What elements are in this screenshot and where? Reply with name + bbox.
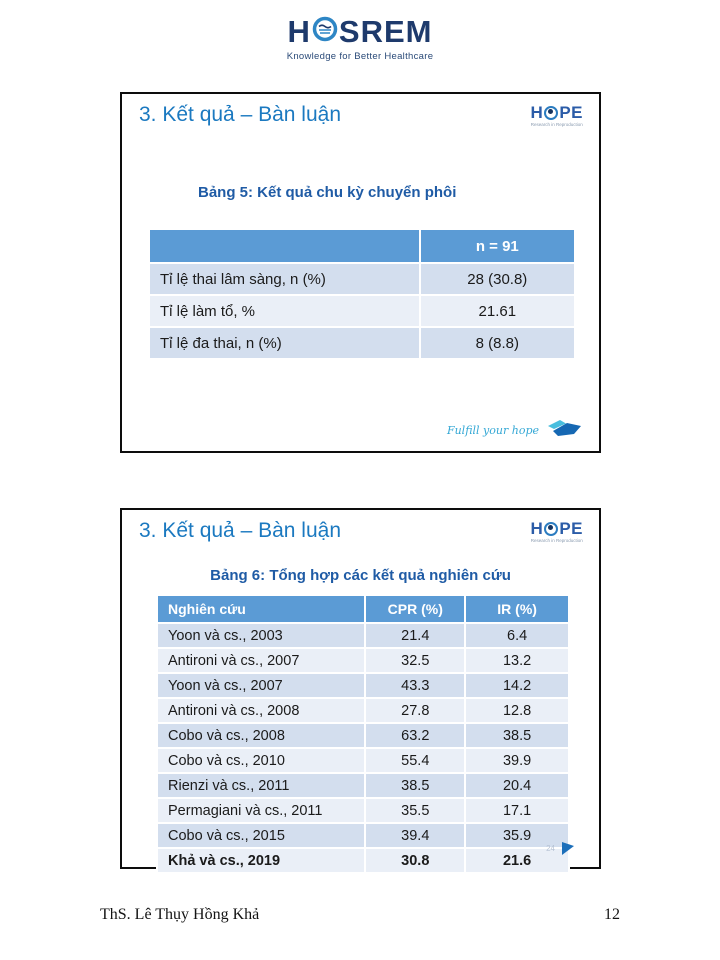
table-row: Antironi và cs., 2008 27.8 12.8 xyxy=(155,697,570,724)
table-cell: 43.3 xyxy=(364,672,467,699)
table-row: Rienzi và cs., 2011 38.5 20.4 xyxy=(155,772,570,799)
table-cell: 39.9 xyxy=(464,747,570,774)
table5-caption: Bảng 5: Kết quả chu kỳ chuyển phôi xyxy=(198,184,457,201)
slide2-title: 3. Kết quả – Bàn luận xyxy=(139,519,341,542)
table-row: Khả và cs., 2019 30.8 21.6 xyxy=(155,847,570,874)
table-cell: 35.5 xyxy=(364,797,467,824)
table-cell: 6.4 xyxy=(464,622,570,649)
table-row: Cobo và cs., 2008 63.2 38.5 xyxy=(155,722,570,749)
hope-subtext: Research in Reproduction xyxy=(530,538,583,543)
table-row: Tỉ lệ làm tổ, % 21.61 xyxy=(148,294,577,328)
table-cell: Yoon và cs., 2007 xyxy=(155,672,367,699)
hope-subtext: Research in Reproduction xyxy=(530,122,583,127)
slide1-title: 3. Kết quả – Bàn luận xyxy=(139,103,341,126)
table-cell: Rienzi và cs., 2011 xyxy=(155,772,367,799)
hosrem-letter-h: H xyxy=(287,14,311,49)
table-cell: Tỉ lệ đa thai, n (%) xyxy=(148,326,421,360)
table-cell: 21.61 xyxy=(418,294,577,328)
fulfill-text: Fulfill your hope xyxy=(446,424,539,437)
table-cell: 8 (8.8) xyxy=(418,326,577,360)
table-cell: Cobo và cs., 2008 xyxy=(155,722,367,749)
page-footer: ThS. Lê Thụy Hồng Khả 12 xyxy=(100,906,620,924)
table-cell: Antironi và cs., 2007 xyxy=(155,647,367,674)
table-cell: Tỉ lệ thai lâm sàng, n (%) xyxy=(148,262,421,296)
table-row: Cobo và cs., 2010 55.4 39.9 xyxy=(155,747,570,774)
table-cell: Cobo và cs., 2015 xyxy=(155,822,367,849)
table-cell: 27.8 xyxy=(364,697,467,724)
table-cell: Permagiani và cs., 2011 xyxy=(155,797,367,824)
table-row: Tỉ lệ đa thai, n (%) 8 (8.8) xyxy=(148,326,577,360)
table-cell: 21.6 xyxy=(464,847,570,874)
column-header xyxy=(148,228,421,264)
table-cell: Yoon và cs., 2003 xyxy=(155,622,367,649)
hosrem-logo: H SREM Knowledge for Better Healthcare xyxy=(0,16,720,62)
table-cell: 13.2 xyxy=(464,647,570,674)
column-header: n = 91 xyxy=(418,228,577,264)
slide-1: 3. Kết quả – Bàn luận H PE Research in R… xyxy=(120,92,601,453)
table-row: Permagiani và cs., 2011 35.5 17.1 xyxy=(155,797,570,824)
table-row: Cobo và cs., 2015 39.4 35.9 xyxy=(155,822,570,849)
hope-logo-text: H PE xyxy=(531,104,583,121)
table-row: Tỉ lệ thai lâm sàng, n (%) 28 (30.8) xyxy=(148,262,577,296)
table-cell: 21.4 xyxy=(364,622,467,649)
table-header-row: Nghiên cứu CPR (%) IR (%) xyxy=(155,594,570,624)
table-cell: 28 (30.8) xyxy=(418,262,577,296)
fulfill-tagline: Fulfill your hope xyxy=(447,418,583,443)
table-cell: 32.5 xyxy=(364,647,467,674)
hosrem-logo-text: H SREM xyxy=(0,16,720,47)
hope-letter-h: H xyxy=(530,519,544,538)
hope-letter-h: H xyxy=(530,103,544,122)
table-cell: Cobo và cs., 2010 xyxy=(155,747,367,774)
table-cell: 12.8 xyxy=(464,697,570,724)
hope-logo: H PE Research in Reproduction xyxy=(531,104,583,128)
column-header: IR (%) xyxy=(464,594,570,624)
table6-caption: Bảng 6: Tổng hợp các kết quả nghiên cứu xyxy=(210,567,511,584)
table-cell: Antironi và cs., 2008 xyxy=(155,697,367,724)
table-6: Nghiên cứu CPR (%) IR (%) Yoon và cs., 2003… xyxy=(155,594,570,874)
hope-globe-icon xyxy=(544,105,559,120)
table-cell: 38.5 xyxy=(464,722,570,749)
table-cell: 17.1 xyxy=(464,797,570,824)
table-header-row: n = 91 xyxy=(148,228,577,264)
footer-author: ThS. Lê Thụy Hồng Khả xyxy=(100,906,260,923)
table-cell: 38.5 xyxy=(364,772,467,799)
table-row: Antironi và cs., 2007 32.5 13.2 xyxy=(155,647,570,674)
footer-page-number: 12 xyxy=(604,906,620,923)
table-cell: 55.4 xyxy=(364,747,467,774)
table-row: Yoon và cs., 2003 21.4 6.4 xyxy=(155,622,570,649)
table-cell: 20.4 xyxy=(464,772,570,799)
hope-globe-icon xyxy=(544,521,559,536)
hope-logo: H PE Research in Reproduction xyxy=(531,520,583,544)
hosrem-letters-srem: SREM xyxy=(338,14,433,49)
table-cell: 14.2 xyxy=(464,672,570,699)
hosrem-tagline: Knowledge for Better Healthcare xyxy=(286,51,434,62)
hope-logo-text: H PE xyxy=(531,520,583,537)
table-cell: Tỉ lệ làm tổ, % xyxy=(148,294,421,328)
table-5: n = 91 Tỉ lệ thai lâm sàng, n (%) 28 (30.8… xyxy=(148,228,577,360)
column-header: Nghiên cứu xyxy=(155,594,367,624)
hope-letters-pe: PE xyxy=(559,519,583,538)
table-cell: 63.2 xyxy=(364,722,467,749)
hope-letters-pe: PE xyxy=(559,103,583,122)
hosrem-globe-icon xyxy=(312,16,338,47)
column-header: CPR (%) xyxy=(364,594,467,624)
table-cell: 35.9 xyxy=(464,822,570,849)
leaf-logo-icon xyxy=(545,418,583,443)
table-row: Yoon và cs., 2007 43.3 14.2 xyxy=(155,672,570,699)
slide-page-number: 24 xyxy=(546,844,555,853)
table-cell: 30.8 xyxy=(364,847,467,874)
table-cell: 39.4 xyxy=(364,822,467,849)
corner-flag-icon xyxy=(562,842,574,855)
slide-2: 3. Kết quả – Bàn luận H PE Research in R… xyxy=(120,508,601,874)
table-cell: Khả và cs., 2019 xyxy=(155,847,367,874)
